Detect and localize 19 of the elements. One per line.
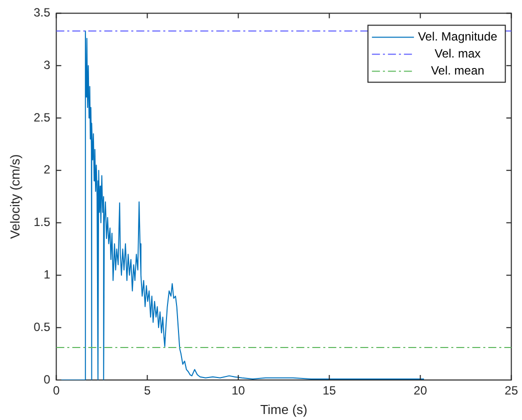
x-tick-label: 15 xyxy=(322,384,336,398)
y-tick-label: 2 xyxy=(44,162,51,177)
y-axis-title: Velocity (cm/s) xyxy=(7,154,22,239)
legend-label: Vel. max xyxy=(434,46,481,61)
x-tick-label: 20 xyxy=(414,384,428,398)
x-tick-label: 0 xyxy=(52,384,60,398)
y-tick-label: 1 xyxy=(44,268,51,282)
y-tick-label: 3.5 xyxy=(34,6,51,20)
y-tick-label: 1.5 xyxy=(34,215,51,230)
legend-label: Vel. Magnitude xyxy=(418,30,498,44)
x-tick-label: 25 xyxy=(504,384,518,398)
x-axis-title: Time (s) xyxy=(260,402,308,417)
legend-label: Vel. mean xyxy=(430,64,484,78)
y-tick-label: 0.5 xyxy=(34,320,51,334)
y-tick-label: 3 xyxy=(44,58,51,72)
x-tick-label: 10 xyxy=(232,384,246,398)
y-tick-label: 2.5 xyxy=(34,110,51,124)
x-tick-label: 5 xyxy=(144,384,151,398)
y-tick-label: 0 xyxy=(44,372,51,386)
